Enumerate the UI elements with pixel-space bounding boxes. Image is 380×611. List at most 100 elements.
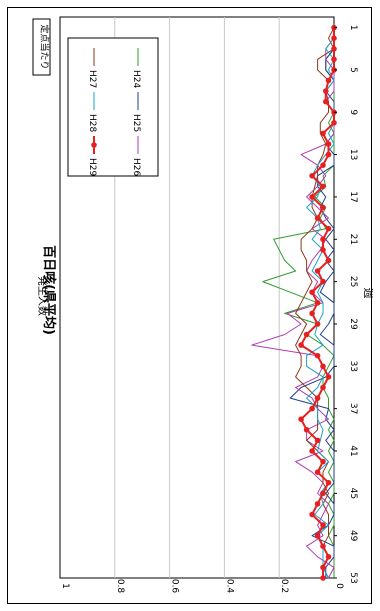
x-tick-label: 5 xyxy=(348,67,358,73)
series-line-H27 xyxy=(295,27,335,579)
data-point xyxy=(320,458,326,465)
x-tick-label: 45 xyxy=(348,488,358,499)
legend: H24 H25 H26 H27 H28 H29 xyxy=(67,37,159,177)
data-point xyxy=(298,342,304,348)
data-point xyxy=(325,141,332,147)
legend-label: H28 xyxy=(87,114,97,132)
legend-label: H29 xyxy=(87,158,97,176)
data-point xyxy=(314,215,321,221)
data-point xyxy=(325,554,332,560)
data-point xyxy=(331,120,337,126)
data-point xyxy=(320,162,326,168)
data-point xyxy=(309,173,315,179)
x-tick-label: 53 xyxy=(348,572,358,583)
data-point xyxy=(309,511,315,518)
data-point xyxy=(314,469,321,476)
data-point xyxy=(309,310,315,317)
data-point xyxy=(320,575,326,581)
legend-box xyxy=(67,37,159,177)
data-point xyxy=(331,56,337,63)
series-H29 xyxy=(298,24,337,581)
data-point xyxy=(320,236,326,243)
legend-item-H24: H24 xyxy=(131,48,141,88)
x-tick-labels: 1 5 9 13 17 21 25 29 33 37 41 45 49 53 xyxy=(334,25,358,584)
line-chart: 0 0.2 0.4 0.6 0.8 1 1 5 9 13 17 21 25 29 33 37 41 45 49 53… xyxy=(32,16,373,594)
legend-item-H25: H25 xyxy=(131,92,141,132)
series-layer xyxy=(251,24,337,581)
y-tick-label: 1 xyxy=(60,583,70,589)
data-point xyxy=(325,77,332,84)
data-point xyxy=(303,427,310,433)
x-axis-label: 週 xyxy=(362,288,373,299)
x-tick-label: 49 xyxy=(348,530,358,542)
data-point xyxy=(309,405,315,412)
data-point xyxy=(323,98,329,105)
plot-border xyxy=(59,16,335,579)
y-tick-label: 0.6 xyxy=(170,579,180,594)
data-point xyxy=(325,151,332,158)
y-tick-label: 0.4 xyxy=(224,579,234,594)
y-tick-labels: 0 0.2 0.4 0.6 0.8 1 xyxy=(60,579,344,594)
chart-frame: 0 0.2 0.4 0.6 0.8 1 1 5 9 13 17 21 25 29 33 37 41 45 49 53… xyxy=(7,7,373,604)
data-point xyxy=(298,416,304,423)
data-point xyxy=(325,479,332,486)
data-point xyxy=(320,543,326,549)
data-point xyxy=(314,268,321,274)
data-point xyxy=(323,88,329,94)
data-point xyxy=(314,352,321,359)
data-point xyxy=(320,183,326,190)
data-point xyxy=(325,257,332,264)
data-point xyxy=(320,130,326,137)
data-point xyxy=(331,46,337,52)
y-tick-label: 0 xyxy=(334,583,344,589)
data-point xyxy=(309,289,315,296)
plot-area xyxy=(59,16,335,579)
legend-label: H26 xyxy=(131,158,141,176)
data-point xyxy=(314,437,321,444)
x-tick-label: 13 xyxy=(348,149,358,160)
data-point xyxy=(309,448,315,454)
data-point xyxy=(325,374,332,380)
unit-badge: 定点当たり xyxy=(32,18,51,76)
legend-label: H24 xyxy=(131,70,141,88)
data-point xyxy=(320,204,326,211)
data-point xyxy=(303,331,310,338)
x-tick-label: 37 xyxy=(348,403,358,414)
x-tick-label: 41 xyxy=(348,445,358,456)
x-tick-label: 17 xyxy=(348,191,358,202)
data-point xyxy=(314,395,321,401)
legend-label: H27 xyxy=(87,70,97,88)
y-tick-label: 0.2 xyxy=(279,579,289,593)
data-point xyxy=(320,278,326,285)
legend-item-H29: H29 xyxy=(87,136,97,176)
y-axis-label: 発生人数 xyxy=(36,276,49,316)
data-point xyxy=(320,363,326,370)
data-point xyxy=(320,247,326,253)
x-tick-label: 1 xyxy=(348,25,358,31)
unit-badge-text: 定点当たり xyxy=(39,24,51,69)
data-point xyxy=(314,300,321,306)
legend-item-H26: H26 xyxy=(131,136,141,176)
x-tick-label: 33 xyxy=(348,361,358,372)
data-point xyxy=(320,490,326,497)
data-point xyxy=(320,384,326,391)
x-tick-label: 9 xyxy=(348,109,358,115)
x-tick-label: 21 xyxy=(348,234,358,245)
x-tick-label: 29 xyxy=(348,318,358,330)
data-point xyxy=(331,35,337,41)
legend-item-H27: H27 xyxy=(87,48,97,88)
data-point xyxy=(314,532,321,539)
y-tick-label: 0.8 xyxy=(115,579,125,594)
data-point xyxy=(314,321,321,327)
data-point xyxy=(320,522,326,528)
data-point xyxy=(309,194,315,200)
legend-label: H25 xyxy=(131,114,141,132)
data-point xyxy=(314,501,321,507)
data-point xyxy=(325,225,332,232)
legend-item-H28: H28 xyxy=(87,92,97,132)
chart-title: 百日咳(県平均) xyxy=(41,245,57,335)
data-point xyxy=(320,564,326,571)
x-tick-label: 25 xyxy=(348,276,358,287)
legend-marker xyxy=(91,142,97,148)
series-H27 xyxy=(295,27,335,579)
